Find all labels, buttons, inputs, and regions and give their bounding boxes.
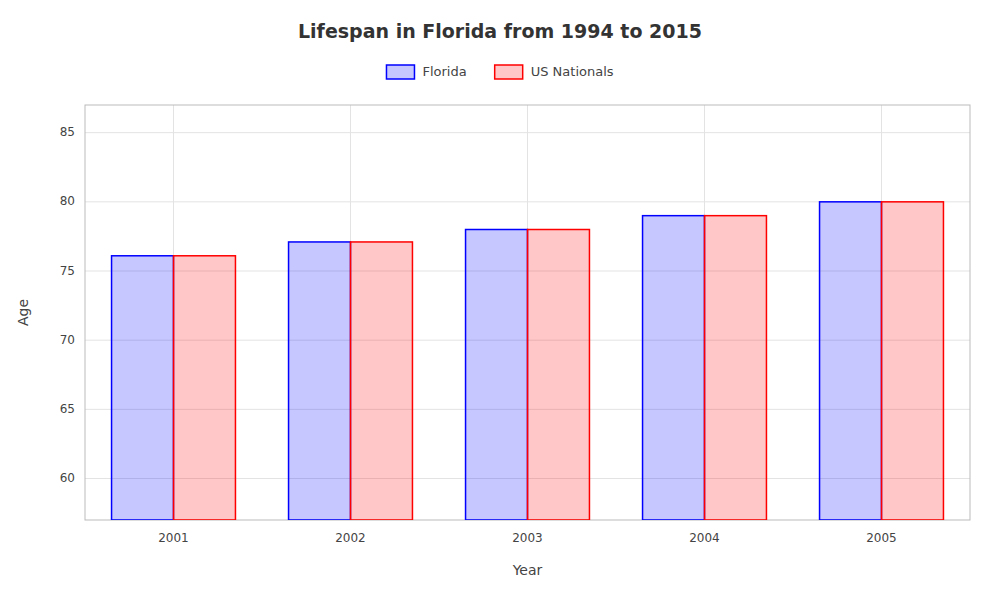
x-axis-label: Year: [512, 562, 543, 578]
x-tick-label: 2001: [158, 531, 189, 545]
bar: [643, 216, 705, 520]
grid: [85, 105, 970, 520]
bar: [351, 242, 413, 520]
legend-swatch: [386, 65, 414, 79]
legend-swatch: [495, 65, 523, 79]
legend: Florida US Nationals: [386, 64, 613, 80]
bar: [466, 230, 528, 521]
legend-item: US Nationals: [495, 64, 614, 80]
bar: [882, 202, 944, 520]
legend-label: US Nationals: [531, 64, 614, 79]
legend-label: Florida: [422, 64, 466, 79]
y-tick-label: 65: [60, 402, 75, 416]
bars: [112, 202, 944, 520]
y-tick-label: 80: [60, 194, 75, 208]
x-tick-label: 2003: [512, 531, 543, 545]
bar: [528, 230, 590, 521]
chart-svg: 60 65 70 75 80 85 2001 2002 2003 2004 2005 Year Age L…: [0, 0, 1000, 600]
bar: [174, 256, 236, 520]
y-axis-label: Age: [15, 299, 31, 326]
chart-title: Lifespan in Florida from 1994 to 2015: [298, 20, 702, 42]
legend-item: Florida: [386, 64, 466, 80]
bar: [112, 256, 174, 520]
x-tick-label: 2004: [689, 531, 720, 545]
chart-container: 60 65 70 75 80 85 2001 2002 2003 2004 2005 Year Age L…: [0, 0, 1000, 600]
bar: [705, 216, 767, 520]
y-tick-label: 75: [60, 264, 75, 278]
y-tick-label: 70: [60, 333, 75, 347]
y-tick-label: 60: [60, 471, 75, 485]
x-tick-label: 2002: [335, 531, 366, 545]
y-tick-label: 85: [60, 125, 75, 139]
x-tick-label: 2005: [866, 531, 897, 545]
bar: [289, 242, 351, 520]
bar: [820, 202, 882, 520]
plot-frame: [85, 105, 970, 520]
axes: 60 65 70 75 80 85 2001 2002 2003 2004 2005: [60, 125, 897, 545]
